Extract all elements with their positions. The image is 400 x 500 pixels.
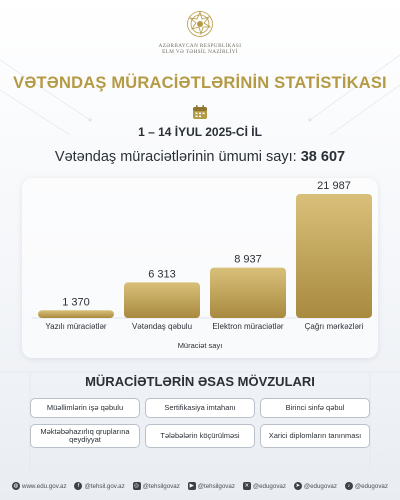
x-axis-label: Müraciət sayı [177, 341, 223, 350]
ministry-name-line1: AZƏRBAYCAN RESPUBLİKASI [158, 43, 242, 49]
footer-website[interactable]: ◍ www.edu.gov.az [12, 482, 67, 490]
topic-student-transfer: Tələbələrin köçürülməsi [145, 424, 255, 448]
footer-x[interactable]: ✕ @edugovaz [242, 482, 286, 490]
facebook-handle: @tehsil.gov.az [84, 482, 125, 490]
bar-call-centers [296, 194, 372, 318]
tiktok-icon: ♪ [344, 482, 353, 490]
footer-facebook[interactable]: f @tehsil.gov.az [74, 482, 125, 490]
calendar-icon [193, 105, 207, 119]
value-label-reception: 6 313 [148, 268, 176, 280]
bar-written [38, 310, 114, 318]
footer-telegram[interactable]: ➤ @edugovaz [293, 482, 337, 490]
instagram-icon: ◎ [132, 482, 141, 490]
footer-social-bar: ◍ www.edu.gov.az f @tehsil.gov.az ◎ @teh… [0, 478, 400, 494]
topic-certification-exam: Sertifikasiya imtahanı [145, 398, 255, 418]
x-icon: ✕ [242, 482, 251, 490]
bar-chart: 1 370 6 313 8 937 21 987 [32, 180, 372, 319]
youtube-icon: ▶ [187, 482, 196, 490]
ministry-name-line2: ELM VƏ TƏHSİL NAZİRLİYİ [162, 49, 238, 55]
telegram-icon: ➤ [293, 482, 302, 490]
facebook-icon: f [74, 482, 83, 490]
globe-icon: ◍ [12, 482, 20, 490]
ministry-emblem-icon [187, 10, 213, 37]
total-requests: Vətəndaş müraciətlərinin ümumi sayı: 38 … [0, 149, 400, 165]
footer-youtube[interactable]: ▶ @tehsilgovaz [187, 482, 235, 490]
total-label: Vətəndaş müraciətlərinin ümumi sayı: [54, 149, 297, 165]
topic-teacher-recruitment: Müəllimlərin işə qəbulu [30, 398, 140, 418]
telegram-handle: @edugovaz [303, 482, 337, 490]
category-label-reception: Vətəndaş qəbulu [131, 322, 193, 331]
value-label-written: 1 370 [62, 296, 90, 308]
youtube-handle: @tehsilgovaz [197, 482, 235, 490]
topic-preschool-registration: Məktəbəhazırlıq qruplarına qeydiyyat [30, 424, 140, 448]
topics-title: MÜRACİƏTLƏRİN ƏSAS MÖVZULARI [85, 374, 315, 389]
topic-foreign-diploma-recognition: Xarici diplomların tanınması [260, 424, 370, 448]
category-label-written: Yazılı müraciətlər [45, 322, 107, 331]
footer-instagram[interactable]: ◎ @tehsilgovaz [132, 482, 180, 490]
footer-tiktok[interactable]: ♪ @edugovaz [344, 482, 388, 490]
bar-reception [124, 282, 200, 318]
tiktok-handle: @edugovaz [354, 482, 388, 490]
topic-first-grade-admission: Birinci sinfə qəbul [260, 398, 370, 418]
category-label-call-centers: Çağrı mərkəzləri [304, 322, 364, 331]
bar-electronic [210, 267, 286, 318]
website-text: www.edu.gov.az [22, 482, 67, 490]
instagram-handle: @tehsilgovaz [142, 482, 180, 490]
total-value: 38 607 [300, 149, 346, 165]
date-range: 1 – 14 İYUL 2025-Cİ İL [138, 125, 262, 139]
page-title: VƏTƏNDAŞ MÜRACİƏTLƏRİNİN STATİSTİKASI [13, 74, 387, 92]
value-label-electronic: 8 937 [234, 254, 262, 266]
value-label-call-centers: 21 987 [317, 180, 351, 192]
category-label-electronic: Elektron müraciətlər [212, 322, 284, 331]
x-handle: @edugovaz [252, 482, 286, 490]
